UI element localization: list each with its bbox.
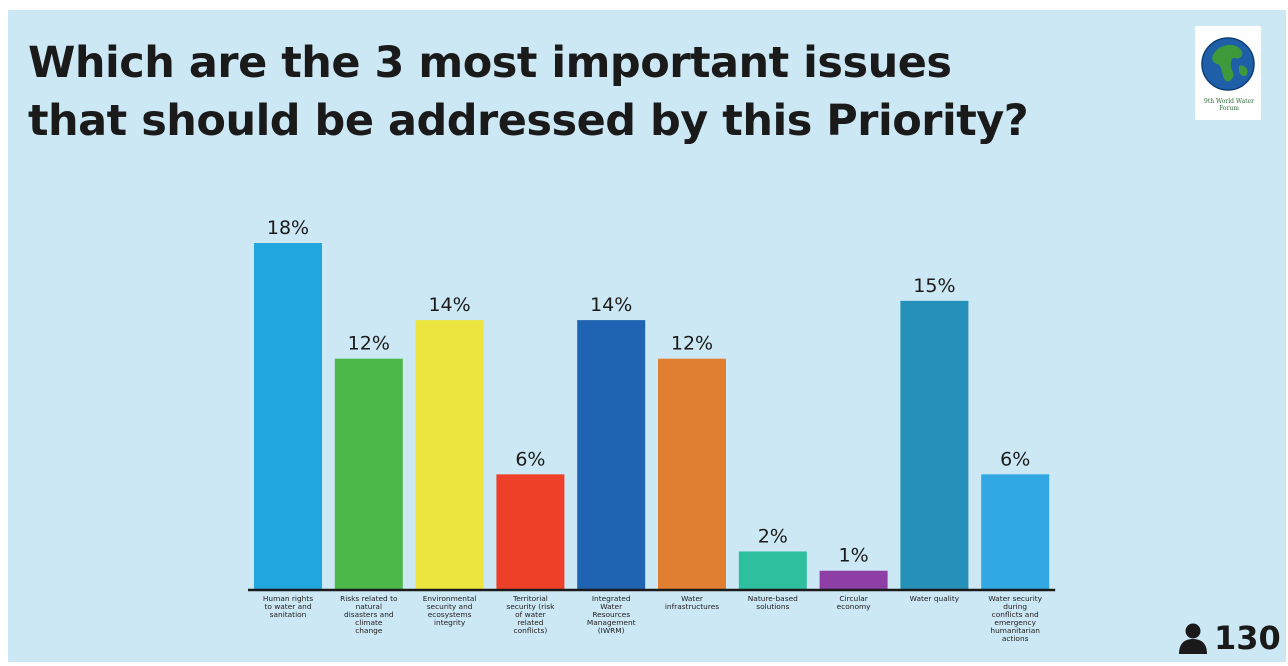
slide: Which are the 3 most important issues th… [8, 10, 1286, 662]
category-label: Water security during conflicts and emergen… [988, 594, 1042, 643]
data-label: 14% [590, 294, 632, 316]
title-line-1: Which are the 3 most important issues [28, 38, 952, 88]
logo-text: 9th World Water Forum [1204, 98, 1254, 112]
category-label: Water quality [910, 594, 960, 603]
globe-icon [1201, 37, 1255, 91]
category-label: Environmental security and ecosystems integ… [423, 594, 477, 627]
data-label: 15% [913, 275, 955, 297]
data-label: 12% [671, 333, 713, 355]
forum-logo: 9th World Water Forum [1195, 26, 1261, 120]
category-label: Human rights to water and sanitation [263, 594, 313, 619]
data-label: 12% [348, 333, 390, 355]
data-label: 14% [428, 294, 470, 316]
bar [900, 300, 969, 590]
bar [334, 358, 403, 590]
page-title: Which are the 3 most important issues th… [28, 34, 1128, 150]
category-label: Risks related to natural disasters and clim… [340, 594, 398, 635]
category-label: Integrated Water Resources Management (IWRM) [587, 594, 636, 635]
bar [981, 474, 1050, 590]
person-icon [1179, 623, 1207, 654]
bar [738, 551, 807, 590]
data-label: 2% [758, 525, 788, 547]
bar [577, 320, 646, 590]
bar [496, 474, 565, 590]
category-label: Nature-based solutions [748, 594, 798, 611]
participant-counter: 130 [1176, 618, 1281, 658]
data-label: 6% [515, 448, 545, 470]
category-label: Circular economy [837, 594, 872, 611]
category-label: Water infrastructures [665, 594, 719, 611]
bar [658, 358, 726, 590]
category-label: Territorial security (risk of water related… [506, 594, 555, 635]
participant-count: 130 [1214, 619, 1281, 657]
bar [415, 320, 484, 590]
bar-chart: 18% Human rights to water and sanitation 12%… [248, 217, 1056, 643]
data-label: 18% [267, 217, 309, 239]
data-label: 1% [839, 545, 869, 567]
title-line-2: that should be addressed by this Priorit… [28, 96, 1029, 146]
data-label: 6% [1000, 448, 1030, 470]
bar [254, 243, 322, 590]
bar [819, 570, 888, 590]
